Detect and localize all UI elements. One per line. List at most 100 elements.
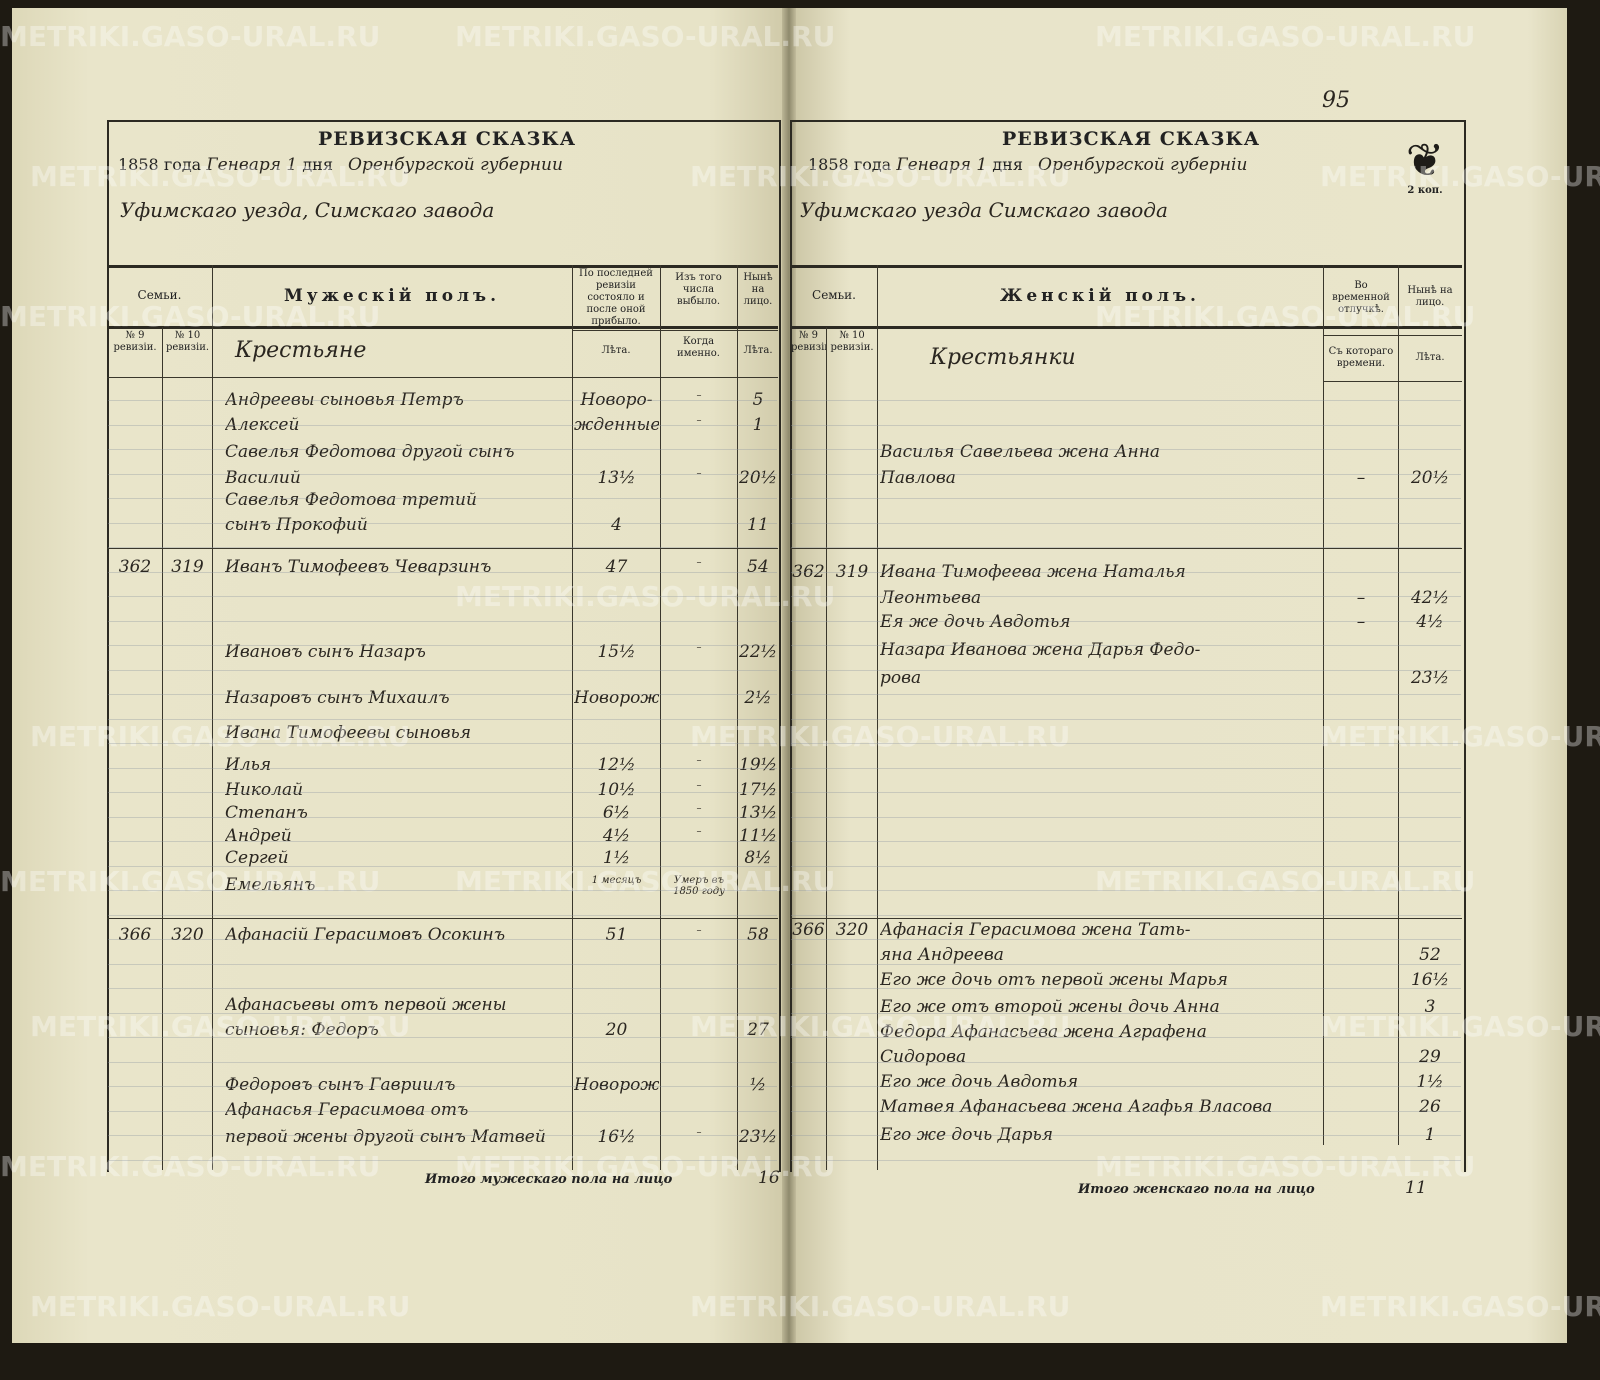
prev-revision-age: 4½ bbox=[602, 826, 631, 846]
person-name: сыновья: Федоръ bbox=[225, 1020, 379, 1040]
revision-9-number: 362 bbox=[792, 562, 825, 582]
present-age: 8½ bbox=[744, 848, 772, 868]
person-name: Ивана Тимофеевы сыновья bbox=[225, 723, 471, 743]
person-name: Василья Савельева жена Анна bbox=[880, 442, 1161, 462]
present-age: 23½ bbox=[739, 1127, 777, 1147]
prev-revision-age: 47 bbox=[605, 557, 628, 577]
families-header: Семьи. bbox=[137, 288, 182, 302]
present-age: 23½ bbox=[1410, 668, 1450, 688]
male-total-label: Итого мужескаго пола на лицо bbox=[425, 1172, 673, 1187]
no10-header: № 10 ревизіи. bbox=[165, 330, 210, 353]
years-header: Лѣта. bbox=[1415, 352, 1445, 363]
present-age: 13½ bbox=[739, 803, 777, 823]
person-name: Илья bbox=[225, 755, 272, 775]
person-name: Андрей bbox=[225, 826, 292, 846]
person-name: Федора Афанасьева жена Аграфена bbox=[880, 1022, 1207, 1042]
person-name: Его же отъ второй жены дочь Анна bbox=[880, 997, 1220, 1017]
person-name: Его же дочь Авдотья bbox=[880, 1072, 1079, 1092]
prev-revision-age: 4 bbox=[611, 515, 622, 535]
male-total: 16 bbox=[758, 1168, 780, 1188]
stamp-label: 2 коп. bbox=[1407, 185, 1443, 196]
present-age: 16½ bbox=[1410, 970, 1450, 990]
prev-revision-age: 12½ bbox=[597, 755, 636, 775]
male-section-header: Мужескій полъ. bbox=[283, 286, 501, 306]
departed-when: Умеръ въ 1850 году bbox=[673, 875, 725, 897]
present-header: Нынѣ на лицо. bbox=[1407, 285, 1453, 308]
no9-header: № 9 ревизіи. bbox=[791, 330, 826, 353]
female-total-label: Итого женскаго пола на лицо bbox=[1078, 1182, 1315, 1197]
person-name: Ивана Тимофеева жена Наталья bbox=[880, 562, 1186, 582]
prev-revision-age: 1 месяцъ bbox=[591, 875, 642, 886]
person-name: Савелья Федотова другой сынъ bbox=[225, 442, 515, 462]
person-name: Емельянъ bbox=[225, 875, 316, 895]
female-total: 11 bbox=[1405, 1178, 1427, 1198]
since-header: Съ котораго времени. bbox=[1328, 346, 1394, 369]
present-age: 20½ bbox=[1410, 468, 1450, 488]
right-place-line: Уфимскаго уезда Симскаго завода bbox=[800, 198, 1168, 222]
revision-9-number: 366 bbox=[792, 920, 825, 940]
page-number: 95 bbox=[1322, 88, 1350, 113]
prev-revision-age: 20 bbox=[605, 1020, 628, 1040]
month: Генваря 1 bbox=[896, 155, 988, 175]
revision-10-number: 320 bbox=[171, 925, 204, 945]
away-since: – bbox=[1356, 468, 1366, 488]
person-name: Степанъ bbox=[225, 803, 308, 823]
person-name: Матвея Афанасьева жена Агафья Власова bbox=[880, 1097, 1273, 1117]
person-name: Назара Иванова жена Дарья Федо- bbox=[880, 640, 1201, 660]
gubernia: Оренбургской губернии bbox=[348, 155, 563, 175]
person-name: Сидорова bbox=[880, 1047, 967, 1067]
revision-9-number: 366 bbox=[118, 925, 152, 945]
present-age: 22½ bbox=[739, 642, 777, 662]
prev-revision-age: Новоро- bbox=[580, 390, 653, 410]
present-age: 26 bbox=[1419, 1097, 1441, 1117]
present-age: 4½ bbox=[1416, 612, 1444, 632]
person-name: Его же дочь Дарья bbox=[880, 1125, 1054, 1145]
present-age: 52 bbox=[1419, 945, 1441, 965]
revision-10-number: 319 bbox=[835, 562, 869, 582]
present-age: 19½ bbox=[739, 755, 777, 775]
when-header: Когда именно. bbox=[677, 336, 720, 359]
female-section-header: Женскій полъ. bbox=[1000, 286, 1200, 306]
present-age: 42½ bbox=[1410, 588, 1450, 608]
person-name: Алексей bbox=[225, 415, 300, 435]
person-name: рова bbox=[880, 668, 922, 688]
no10-header: № 10 ревизіи. bbox=[830, 330, 874, 353]
year: 1858 bbox=[808, 155, 849, 174]
present-age: 27 bbox=[747, 1020, 769, 1040]
present-age: 2½ bbox=[744, 688, 772, 708]
prev-revision-age: Новорожд. bbox=[574, 688, 659, 708]
departed-when: – bbox=[696, 642, 702, 653]
present-age: 1½ bbox=[1416, 1072, 1444, 1092]
present-age: 29 bbox=[1419, 1047, 1441, 1067]
revision-9-number: 362 bbox=[118, 557, 152, 577]
present-age: 58 bbox=[747, 925, 769, 945]
revision-10-number: 320 bbox=[835, 920, 869, 940]
left-date-line: 1858 года Генваря 1 дня Оренбургской губ… bbox=[118, 155, 563, 175]
person-name: Николай bbox=[225, 780, 304, 800]
prev-revision-age: 16½ bbox=[597, 1127, 636, 1147]
person-name: Афанасiя Герасимова жена Тать- bbox=[880, 920, 1191, 940]
present-age: 17½ bbox=[739, 780, 777, 800]
prev-revision-age: 13½ bbox=[597, 468, 636, 488]
person-name: Леонтьева bbox=[880, 588, 982, 608]
prev-revision-age: Новорожд. bbox=[574, 1075, 659, 1095]
departed-when: – bbox=[696, 755, 702, 766]
prev-revision-header: По последней ревизіи состояло и после он… bbox=[579, 268, 653, 327]
away-since: – bbox=[1356, 588, 1366, 608]
person-name: Его же дочь отъ первой жены Марья bbox=[880, 970, 1228, 990]
right-form-frame bbox=[790, 120, 1466, 1172]
person-name: Назаровъ сынъ Михаилъ bbox=[225, 688, 450, 708]
present-age: 54 bbox=[747, 557, 769, 577]
person-name: Федоровъ сынъ Гавриилъ bbox=[225, 1075, 456, 1095]
right-title: РЕВИЗСКАЯ СКАЗКА bbox=[1002, 128, 1261, 150]
revision-10-number: 319 bbox=[171, 557, 204, 577]
left-form-frame bbox=[107, 120, 781, 1172]
person-name: Андреевы сыновья Петръ bbox=[225, 390, 464, 410]
prev-revision-age: 15½ bbox=[597, 642, 636, 662]
gubernia: Оренбургской губерніи bbox=[1038, 155, 1248, 175]
person-name: Иванъ Тимофеевъ Чеварзинъ bbox=[225, 557, 492, 577]
person-name: Афанасьевы отъ первой жены bbox=[225, 995, 507, 1015]
person-name: Афанасья Герасимова отъ bbox=[225, 1100, 469, 1120]
person-name: Ивановъ сынъ Назаръ bbox=[225, 642, 426, 662]
prev-revision-age: 51 bbox=[605, 925, 628, 945]
